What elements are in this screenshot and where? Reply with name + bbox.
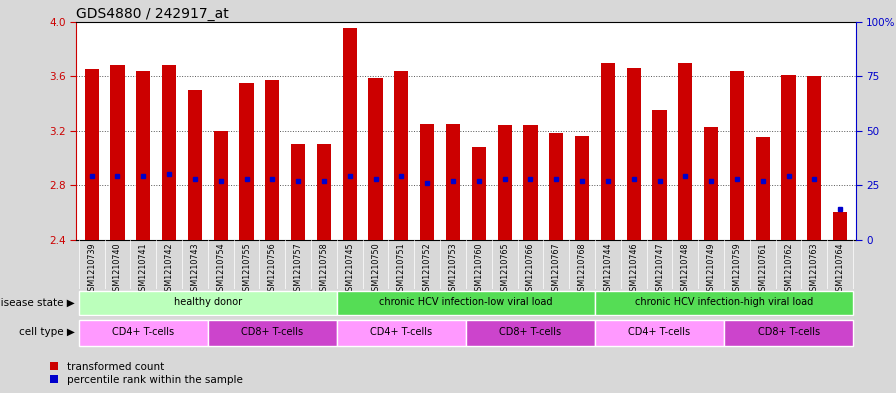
Text: CD4+ T-cells: CD4+ T-cells [628,327,691,338]
Bar [162,65,177,240]
Text: GSM1210739: GSM1210739 [87,242,96,296]
Bar [755,138,770,240]
Bar [446,124,461,240]
Text: GSM1210750: GSM1210750 [371,242,380,296]
FancyBboxPatch shape [337,291,595,315]
Text: GDS4880 / 242917_at: GDS4880 / 242917_at [76,7,228,20]
Text: GSM1210755: GSM1210755 [242,242,251,296]
FancyBboxPatch shape [595,320,724,346]
Bar [265,80,280,240]
Text: GSM1210765: GSM1210765 [500,242,509,296]
Text: disease state ▶: disease state ▶ [0,298,75,307]
Bar [678,62,693,240]
Text: GSM1210746: GSM1210746 [629,242,638,296]
Bar [523,125,538,240]
FancyBboxPatch shape [595,291,853,315]
Text: GSM1210758: GSM1210758 [320,242,329,296]
Bar [110,65,125,240]
Bar [368,77,383,240]
Text: GSM1210756: GSM1210756 [268,242,277,296]
Text: GSM1210742: GSM1210742 [165,242,174,296]
Text: GSM1210757: GSM1210757 [294,242,303,296]
Text: GSM1210751: GSM1210751 [397,242,406,296]
Bar [420,124,435,240]
Text: GSM1210763: GSM1210763 [810,242,819,296]
Text: CD8+ T-cells: CD8+ T-cells [757,327,820,338]
Text: GSM1210749: GSM1210749 [707,242,716,296]
Text: GSM1210767: GSM1210767 [552,242,561,296]
FancyBboxPatch shape [337,320,466,346]
Text: GSM1210759: GSM1210759 [732,242,742,296]
Text: GSM1210762: GSM1210762 [784,242,793,296]
Text: CD4+ T-cells: CD4+ T-cells [112,327,175,338]
Bar [394,71,409,240]
Bar [549,133,564,240]
FancyBboxPatch shape [79,291,337,315]
Bar [730,71,744,240]
Bar [188,90,202,240]
Bar [833,213,848,240]
Bar [239,83,254,240]
Text: GSM1210753: GSM1210753 [449,242,458,296]
Text: GSM1210766: GSM1210766 [526,242,535,296]
Text: GSM1210745: GSM1210745 [345,242,354,296]
Text: GSM1210741: GSM1210741 [139,242,148,296]
Text: GSM1210761: GSM1210761 [758,242,767,296]
FancyBboxPatch shape [208,320,337,346]
Bar [781,75,796,240]
Bar [317,144,331,240]
Text: GSM1210744: GSM1210744 [603,242,612,296]
Text: cell type ▶: cell type ▶ [19,327,75,338]
Bar [84,69,99,240]
Bar [497,125,512,240]
Text: GSM1210764: GSM1210764 [836,242,845,296]
Text: GSM1210743: GSM1210743 [190,242,200,296]
Bar [704,127,719,240]
Bar [575,136,590,240]
Bar [213,130,228,240]
Text: CD8+ T-cells: CD8+ T-cells [499,327,562,338]
Bar [626,68,641,240]
Text: CD8+ T-cells: CD8+ T-cells [241,327,304,338]
Text: GSM1210752: GSM1210752 [423,242,432,296]
Bar [291,144,306,240]
Text: chronic HCV infection-high viral load: chronic HCV infection-high viral load [635,298,814,307]
Text: GSM1210754: GSM1210754 [216,242,225,296]
Text: GSM1210768: GSM1210768 [578,242,587,296]
Legend: transformed count, percentile rank within the sample: transformed count, percentile rank withi… [50,362,243,385]
Text: CD4+ T-cells: CD4+ T-cells [370,327,433,338]
Text: GSM1210740: GSM1210740 [113,242,122,296]
Bar [807,76,822,240]
Bar [652,110,667,240]
FancyBboxPatch shape [724,320,853,346]
Bar [136,71,151,240]
Text: GSM1210760: GSM1210760 [474,242,483,296]
Text: GSM1210748: GSM1210748 [681,242,690,296]
Bar [471,147,486,240]
Text: healthy donor: healthy donor [174,298,242,307]
Text: GSM1210747: GSM1210747 [655,242,664,296]
FancyBboxPatch shape [79,320,208,346]
Bar [342,28,357,240]
Text: chronic HCV infection-low viral load: chronic HCV infection-low viral load [379,298,553,307]
FancyBboxPatch shape [466,320,595,346]
Bar [601,62,615,240]
